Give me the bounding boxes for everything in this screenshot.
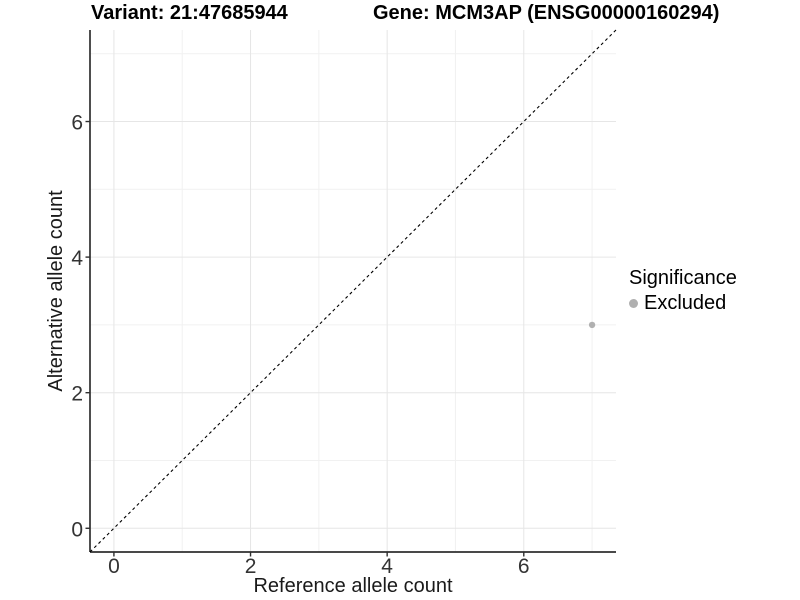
plot-title-gene: Gene: MCM3AP (ENSG00000160294) bbox=[373, 2, 720, 24]
y-tick-label: 6 bbox=[71, 112, 83, 135]
legend-key-dot bbox=[629, 298, 638, 308]
axes: 0 2 4 6 0 2 4 6 bbox=[71, 30, 616, 578]
data-point bbox=[588, 321, 596, 329]
x-tick-label: 0 bbox=[108, 555, 120, 578]
y-tick-label: 0 bbox=[71, 518, 83, 541]
x-tick-label: 2 bbox=[245, 555, 257, 578]
legend-title: Significance bbox=[629, 267, 737, 289]
legend-entry: Excluded bbox=[629, 291, 737, 315]
x-tick-label: 4 bbox=[381, 555, 393, 578]
y-axis-title: Alternative allele count bbox=[45, 190, 67, 392]
y-tick-label: 2 bbox=[71, 383, 83, 406]
legend: Significance Excluded bbox=[629, 266, 737, 315]
x-tick-label: 6 bbox=[518, 555, 530, 578]
y-tick-label: 4 bbox=[71, 247, 83, 270]
plot-title-variant: Variant: 21:47685944 bbox=[91, 2, 288, 24]
x-axis-title: Reference allele count bbox=[253, 575, 452, 597]
gridlines bbox=[90, 30, 616, 552]
identity-dashed-line bbox=[89, 29, 617, 553]
legend-entry-label: Excluded bbox=[644, 292, 727, 314]
data-marks bbox=[89, 29, 617, 553]
